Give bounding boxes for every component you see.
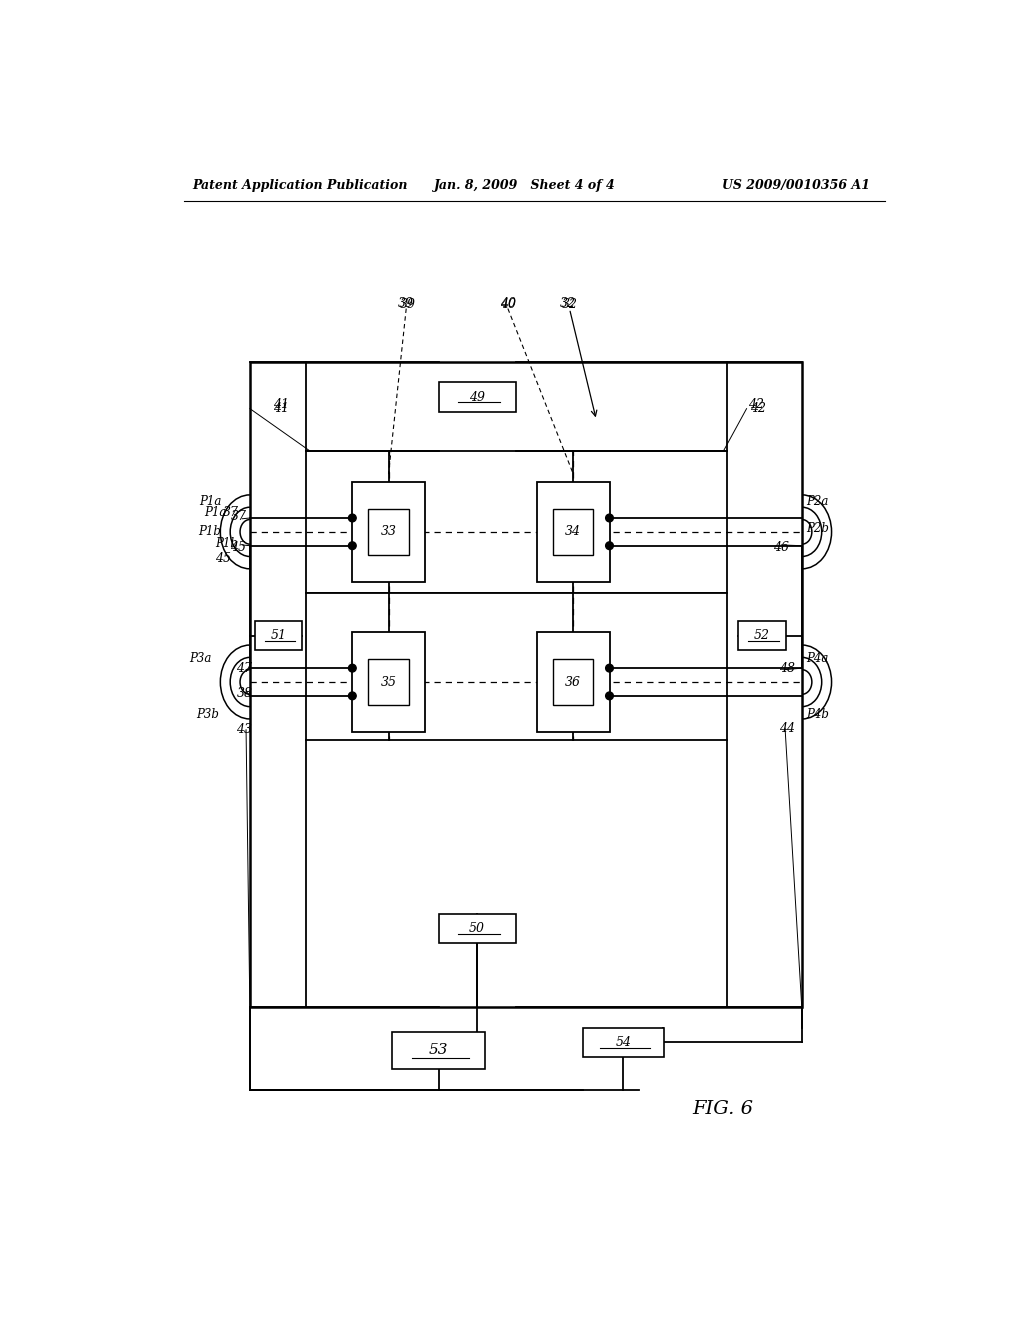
Text: 37: 37 <box>230 510 247 523</box>
Bar <box>553 659 593 705</box>
Bar <box>306 594 727 739</box>
Text: 35: 35 <box>381 676 396 689</box>
Bar <box>369 659 409 705</box>
Text: 54: 54 <box>615 1036 632 1049</box>
Bar <box>306 451 727 594</box>
Circle shape <box>348 513 356 521</box>
Text: 33: 33 <box>381 525 396 539</box>
Bar <box>584 1028 665 1057</box>
Text: 32: 32 <box>561 298 578 312</box>
Text: Patent Application Publication: Patent Application Publication <box>193 178 408 191</box>
Bar <box>250 363 802 1007</box>
Text: P1b: P1b <box>215 537 239 550</box>
Bar <box>369 508 409 554</box>
Text: 40: 40 <box>500 297 516 310</box>
Text: 45: 45 <box>215 552 231 565</box>
Text: 46: 46 <box>773 541 790 554</box>
Text: P2b: P2b <box>807 521 829 535</box>
Text: 51: 51 <box>270 630 287 643</box>
Bar <box>538 482 610 582</box>
Text: P2a: P2a <box>807 495 829 508</box>
Text: 44: 44 <box>778 722 795 735</box>
Bar <box>738 622 785 651</box>
Text: 38: 38 <box>237 686 253 700</box>
Bar <box>352 632 425 733</box>
Text: P1b: P1b <box>199 525 221 539</box>
Circle shape <box>348 664 356 672</box>
Text: P1a: P1a <box>199 495 221 508</box>
Text: 37: 37 <box>222 506 239 519</box>
Circle shape <box>605 513 613 521</box>
Text: Jan. 8, 2009   Sheet 4 of 4: Jan. 8, 2009 Sheet 4 of 4 <box>434 178 615 191</box>
Text: 47: 47 <box>237 661 253 675</box>
Text: P4a: P4a <box>807 652 829 665</box>
Text: 34: 34 <box>565 525 582 539</box>
Text: 42: 42 <box>751 403 766 416</box>
Bar <box>392 1032 484 1069</box>
Text: US 2009/0010356 A1: US 2009/0010356 A1 <box>722 178 869 191</box>
Circle shape <box>605 541 613 549</box>
Text: P3a: P3a <box>189 652 211 665</box>
Circle shape <box>605 692 613 700</box>
Circle shape <box>348 541 356 549</box>
Text: 53: 53 <box>429 1043 449 1057</box>
Text: 49: 49 <box>469 391 485 404</box>
Text: 41: 41 <box>272 403 289 416</box>
Text: 42: 42 <box>748 399 764 412</box>
Bar <box>255 622 302 651</box>
Bar <box>352 482 425 582</box>
Text: 39: 39 <box>398 297 415 310</box>
Text: 40: 40 <box>500 298 516 312</box>
Text: P3b: P3b <box>197 708 219 721</box>
Text: 36: 36 <box>565 676 582 689</box>
Text: FIG. 6: FIG. 6 <box>692 1101 754 1118</box>
Text: 41: 41 <box>272 399 289 412</box>
Text: 48: 48 <box>778 661 795 675</box>
Text: 32: 32 <box>560 297 575 310</box>
Circle shape <box>605 664 613 672</box>
Circle shape <box>348 692 356 700</box>
Text: 43: 43 <box>237 723 253 737</box>
Bar <box>438 913 515 942</box>
Text: 52: 52 <box>754 630 770 643</box>
Bar <box>538 632 610 733</box>
Text: 45: 45 <box>230 541 247 554</box>
Text: 39: 39 <box>399 298 416 312</box>
Bar <box>553 508 593 554</box>
Text: P1a: P1a <box>205 506 226 519</box>
Text: 50: 50 <box>469 921 485 935</box>
Bar <box>438 383 515 412</box>
Text: P4b: P4b <box>807 708 829 721</box>
